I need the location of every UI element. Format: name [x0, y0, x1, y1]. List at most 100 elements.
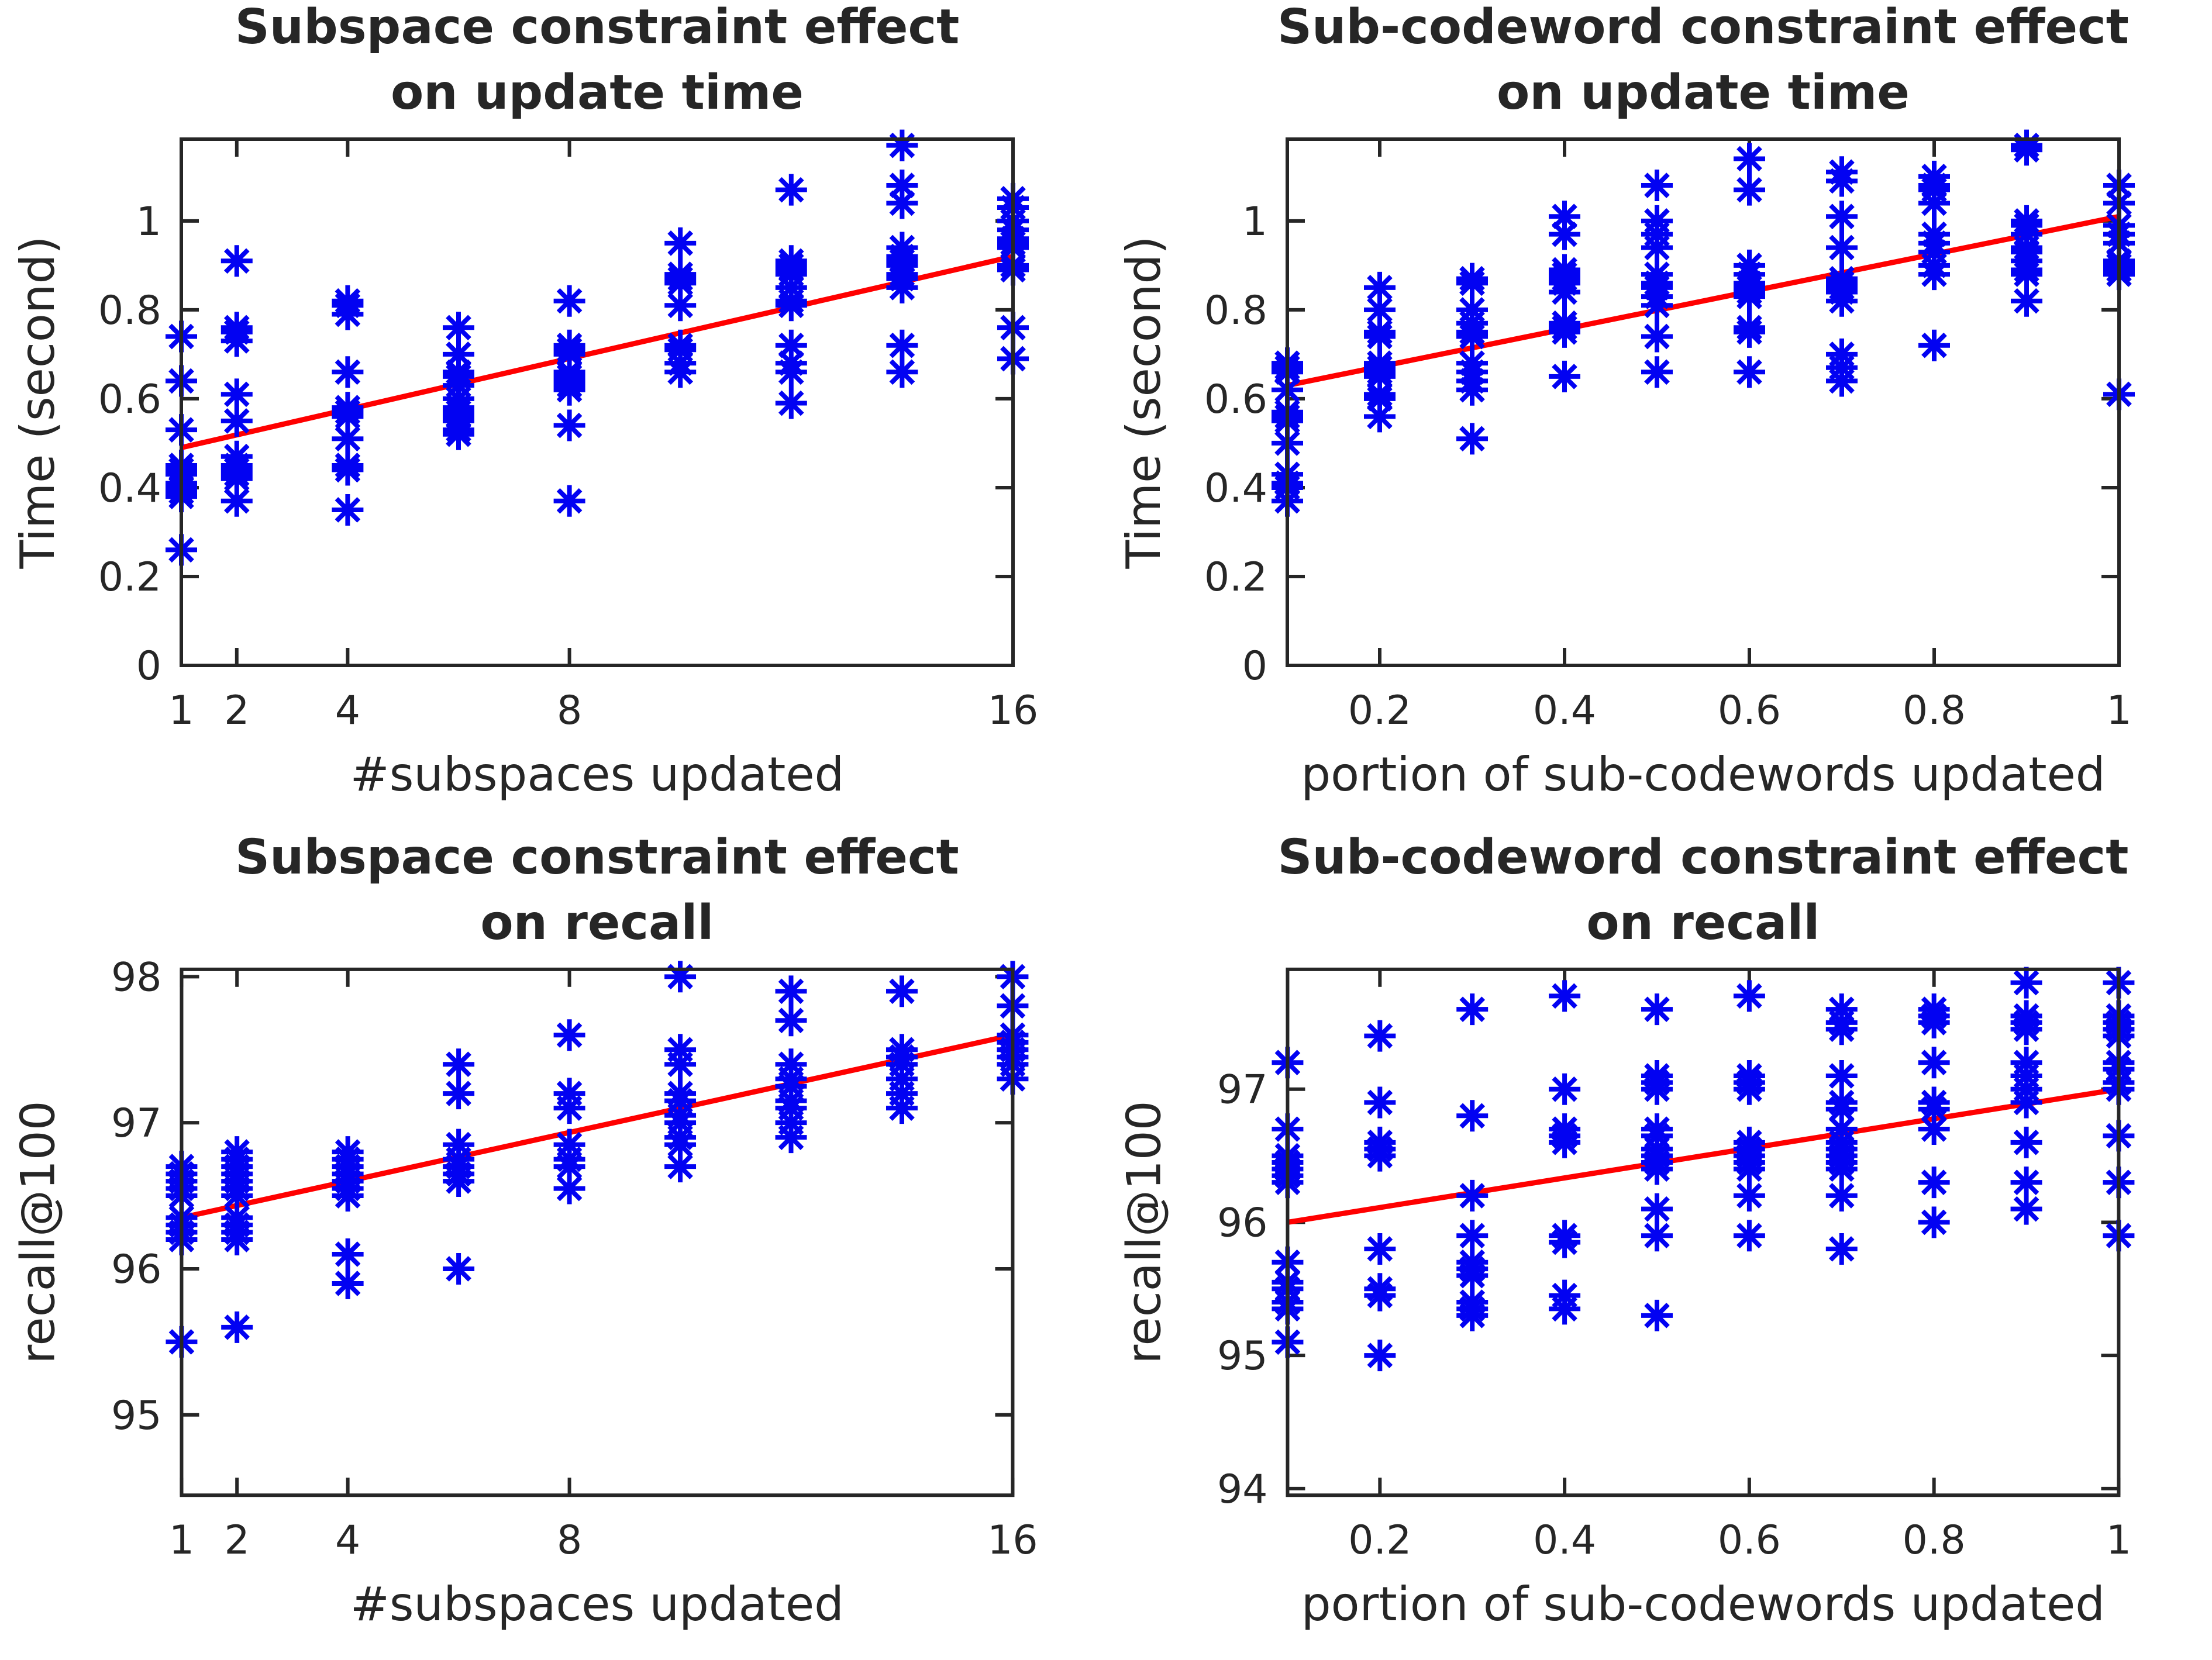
x-tick-label: 1: [168, 688, 194, 734]
x-tick-label: 0.4: [1533, 1517, 1596, 1564]
plot-title-line2: on recall: [1586, 895, 1820, 951]
x-tick-label: 0.2: [1348, 688, 1411, 734]
plot-title-line1: Sub-codeword constraint effect: [1278, 830, 2129, 885]
x-axis-label: #subspaces updated: [350, 747, 845, 802]
x-tick-label: 0.8: [1903, 688, 1966, 734]
axes-box: [1286, 967, 2121, 1497]
x-tick-label: 1: [2106, 1517, 2131, 1564]
scatter-cluster: [775, 975, 807, 1154]
scatter-cluster: [1456, 993, 1489, 1331]
subspace-recall-chart: Subspace constraint effect on recall #su…: [11, 830, 1038, 1631]
x-tick-label: 0.8: [1903, 1517, 1966, 1564]
scatter-cluster: [886, 129, 918, 388]
scatter-cluster: [1549, 980, 1581, 1325]
y-axis-label: Time (second): [1117, 236, 1171, 570]
x-tick-label: 16: [988, 688, 1039, 734]
scatter-cluster: [1734, 143, 1765, 388]
y-tick-label: 0: [1242, 643, 1267, 689]
scatter-cluster: [1918, 160, 1950, 361]
y-tick-label: 0.4: [1204, 465, 1267, 512]
scatter-cluster: [1456, 263, 1488, 455]
scatter-cluster: [664, 961, 697, 1183]
chart-body: 1 2 4 8 16 95 96 97 98: [111, 954, 1038, 1564]
scatter-cluster: [1733, 980, 1765, 1252]
axes-box: [1286, 137, 2121, 667]
x-tick-label: 2: [225, 1517, 250, 1564]
y-axis-label: Time (second): [11, 236, 65, 570]
y-tick-label: 0: [136, 643, 161, 689]
y-tick-label: 0.2: [1204, 554, 1267, 601]
y-tick-label: 97: [111, 1100, 161, 1147]
x-tick-label: 4: [335, 1517, 360, 1564]
scatter-cluster: [886, 975, 918, 1124]
axis-ticks: [1287, 139, 2121, 667]
x-tick-label: 0.2: [1348, 1517, 1411, 1564]
fit-line: [180, 254, 1014, 450]
scatter-cluster: [332, 1136, 364, 1299]
y-tick-label: 96: [111, 1247, 161, 1293]
scatter-cluster: [2010, 967, 2042, 1225]
y-tick-label: 0.8: [98, 288, 161, 334]
plot-title-line2: on update time: [1497, 65, 1910, 120]
scatter-cluster: [1641, 170, 1673, 388]
plot-subspace-recall: Subspace constraint effect on recall #su…: [0, 830, 1106, 1660]
plot-subcodeword-recall: Sub-codeword constraint effect on recall…: [1106, 830, 2212, 1660]
x-axis-label: portion of sub-codewords updated: [1301, 1577, 2105, 1631]
x-tick-label: 0.4: [1533, 688, 1596, 734]
x-tick-label: 2: [224, 688, 249, 734]
x-tick-label: 8: [557, 688, 582, 734]
y-tick-label: 0.2: [98, 554, 161, 601]
x-axis-label: #subspaces updated: [350, 1577, 844, 1631]
scatter-cluster: [1641, 993, 1673, 1331]
scatter-cluster: [221, 1136, 253, 1343]
scatter-cluster: [775, 174, 807, 419]
plot-subcodeword-update-time: Sub-codeword constraint effect on update…: [1106, 0, 2212, 830]
fit-line: [181, 1032, 1014, 1220]
fit-line: [1287, 1086, 2120, 1225]
y-tick-label: 0.8: [1204, 288, 1267, 334]
y-tick-label: 97: [1217, 1067, 1267, 1113]
x-axis-label: portion of sub-codewords updated: [1301, 747, 2105, 802]
x-tick-label: 4: [335, 688, 360, 734]
scatter-cluster: [1825, 993, 1858, 1265]
plot-title-line1: Sub-codeword constraint effect: [1277, 0, 2129, 55]
scatter-cluster: [664, 227, 697, 388]
y-tick-label: 0.4: [98, 465, 161, 512]
scatter-cluster: [1918, 993, 1950, 1238]
subspace-update-time-chart: Subspace constraint effect on update tim…: [11, 0, 1039, 802]
y-tick-label: 95: [111, 1393, 161, 1439]
scatter-cluster: [1549, 201, 1580, 392]
scatter-cluster: [443, 312, 474, 450]
axis-ticks: [1287, 969, 2121, 1496]
chart-body: 0.2 0.4 0.6 0.8 1 0 0.2 0.4 0.6 0.8 1: [1204, 129, 2135, 734]
axes-box: [180, 967, 1015, 1497]
y-tick-label: 1: [136, 199, 161, 245]
y-tick-label: 0.6: [1204, 377, 1267, 423]
plot-title-line1: Subspace constraint effect: [235, 0, 960, 55]
scatter-cluster: [1364, 1020, 1396, 1372]
y-tick-label: 98: [111, 954, 161, 1000]
plot-title-line2: on recall: [480, 895, 714, 951]
axes-box: [180, 137, 1015, 667]
scatter-cluster: [553, 285, 585, 517]
y-tick-label: 0.6: [98, 377, 161, 423]
y-axis-label: recall@100: [11, 1100, 66, 1364]
x-tick-label: 8: [557, 1517, 582, 1564]
plot-title-line2: on update time: [391, 65, 804, 120]
scatter-cluster: [1364, 271, 1396, 433]
plot-title-line1: Subspace constraint effect: [235, 830, 959, 885]
y-axis-label: recall@100: [1117, 1100, 1172, 1364]
x-tick-label: 16: [987, 1517, 1038, 1564]
scatter-cluster: [220, 245, 253, 517]
subcodeword-recall-chart: Sub-codeword constraint effect on recall…: [1117, 830, 2135, 1631]
y-tick-label: 95: [1217, 1333, 1267, 1379]
x-tick-label: 0.6: [1718, 688, 1781, 734]
y-tick-label: 1: [1242, 199, 1267, 245]
y-tick-label: 96: [1217, 1200, 1267, 1246]
plot-subspace-update-time: Subspace constraint effect on update tim…: [0, 0, 1106, 830]
scatter-cluster: [443, 1048, 475, 1285]
subcodeword-update-time-chart: Sub-codeword constraint effect on update…: [1117, 0, 2135, 802]
scatter-cluster: [2011, 129, 2042, 317]
scatter-cluster: [1826, 156, 1858, 397]
